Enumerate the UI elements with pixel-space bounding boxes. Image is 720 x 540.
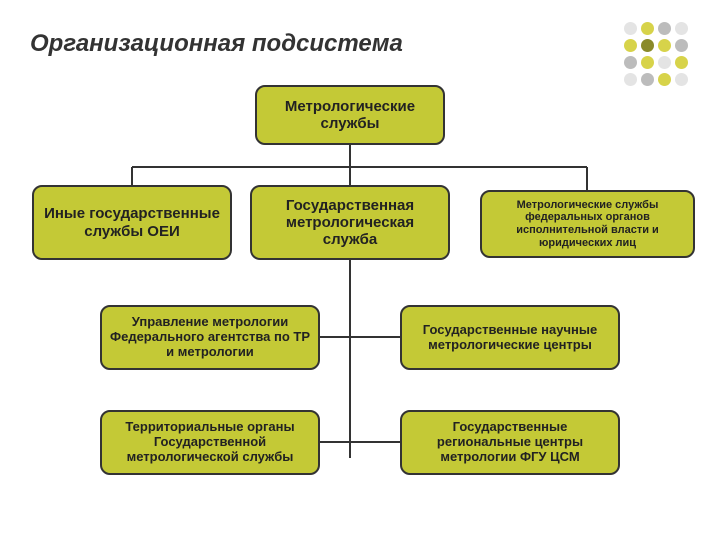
node-center: Государственная метрологическая служба: [250, 185, 450, 260]
node-right: Метрологические службы федеральных орган…: [480, 190, 695, 258]
page-title: Организационная подсистема: [30, 30, 403, 58]
node-root: Метрологические службы: [255, 85, 445, 145]
node-b2_right: Государственные региональные центры метр…: [400, 410, 620, 475]
node-b2_left: Территориальные органы Государственной м…: [100, 410, 320, 475]
node-left: Иные государственные службы ОЕИ: [32, 185, 232, 260]
decorative-dots: [622, 20, 690, 88]
node-b1_right: Государственные научные метрологические …: [400, 305, 620, 370]
node-b1_left: Управление метрологии Федерального агент…: [100, 305, 320, 370]
